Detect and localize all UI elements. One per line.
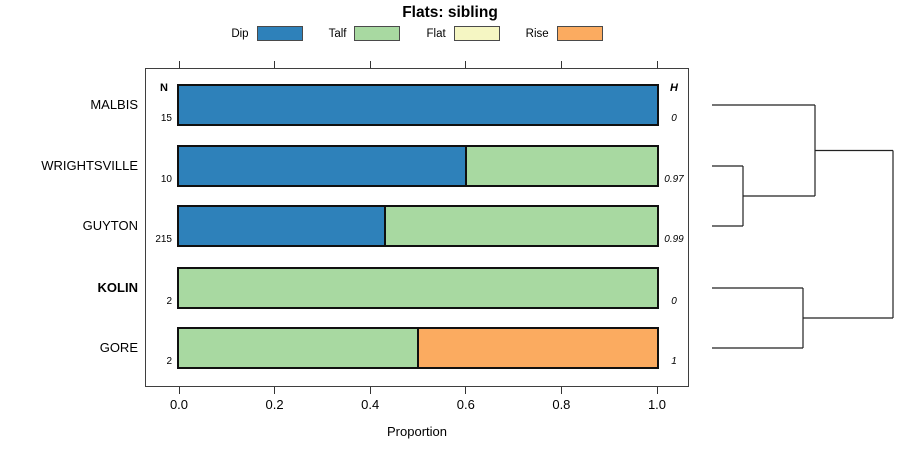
chart-title: Flats: sibling [402, 4, 498, 21]
legend-label-dip: Dip [231, 27, 249, 40]
legend-item-flat: Flat [426, 26, 500, 41]
legend-swatch-dip [256, 26, 303, 41]
bar-segment-guyton-dip [179, 207, 384, 245]
h-value-guyton: 0.99 [664, 234, 684, 245]
bar-segment-gore-rise [417, 329, 657, 367]
h-value-gore: 1 [671, 356, 677, 367]
n-value-malbis: 15 [160, 113, 172, 124]
h-column-header: H [670, 82, 678, 94]
bar-segment-kolin-talf [179, 269, 657, 307]
x-tick-bottom [178, 387, 180, 394]
x-tick-top [369, 61, 371, 68]
bar-segment-gore-talf [179, 329, 417, 367]
row-label-wrightsville: WRIGHTSVILLE [41, 158, 138, 173]
x-tick-label: 0.8 [552, 397, 571, 412]
n-value-guyton: 215 [155, 234, 172, 245]
h-value-wrightsville: 0.97 [664, 174, 684, 185]
legend-swatch-talf [354, 26, 401, 41]
row-label-malbis: MALBIS [90, 97, 138, 112]
plot-box [145, 68, 689, 387]
bar-guyton [177, 205, 659, 247]
legend-label-rise: Rise [525, 27, 549, 40]
x-tick-top [465, 61, 467, 68]
x-tick-top [656, 61, 658, 68]
x-tick-bottom [369, 387, 371, 394]
n-value-gore: 2 [166, 356, 172, 367]
bar-segment-guyton-talf [383, 207, 657, 245]
legend: Dip Talf Flat Rise [145, 25, 689, 42]
bar-segment-wrightsville-talf [464, 147, 657, 185]
legend-item-dip: Dip [231, 26, 303, 41]
bar-segment-malbis-dip [179, 86, 657, 124]
x-tick-top [274, 61, 276, 68]
legend-item-rise: Rise [526, 26, 603, 41]
x-tick-bottom [274, 387, 276, 394]
row-label-kolin: KOLIN [97, 280, 138, 295]
h-value-malbis: 0 [671, 113, 677, 124]
legend-swatch-flat [453, 26, 500, 41]
n-column-header: N [160, 82, 168, 94]
x-tick-top [560, 61, 562, 68]
legend-swatch-rise [556, 26, 603, 41]
x-tick-label: 0.6 [456, 397, 475, 412]
x-tick-bottom [465, 387, 467, 394]
x-tick-bottom [560, 387, 562, 394]
row-label-guyton: GUYTON [82, 218, 138, 233]
n-value-kolin: 2 [166, 296, 172, 307]
bar-kolin [177, 267, 659, 309]
x-tick-bottom [656, 387, 658, 394]
row-label-gore: GORE [99, 340, 138, 355]
bar-malbis [177, 84, 659, 126]
bar-gore [177, 327, 659, 369]
bar-wrightsville [177, 145, 659, 187]
n-value-wrightsville: 10 [160, 174, 172, 185]
h-value-kolin: 0 [671, 296, 677, 307]
bar-segment-wrightsville-dip [179, 147, 465, 185]
legend-item-talf: Talf [329, 26, 401, 41]
x-tick-top [178, 61, 180, 68]
x-tick-label: 0.2 [265, 397, 284, 412]
x-tick-label: 1.0 [647, 397, 667, 412]
x-axis-label: Proportion [387, 424, 447, 439]
x-tick-label: 0.4 [361, 397, 380, 412]
x-tick-label: 0.0 [169, 397, 189, 412]
legend-label-talf: Talf [328, 27, 347, 40]
legend-label-flat: Flat [426, 27, 446, 40]
